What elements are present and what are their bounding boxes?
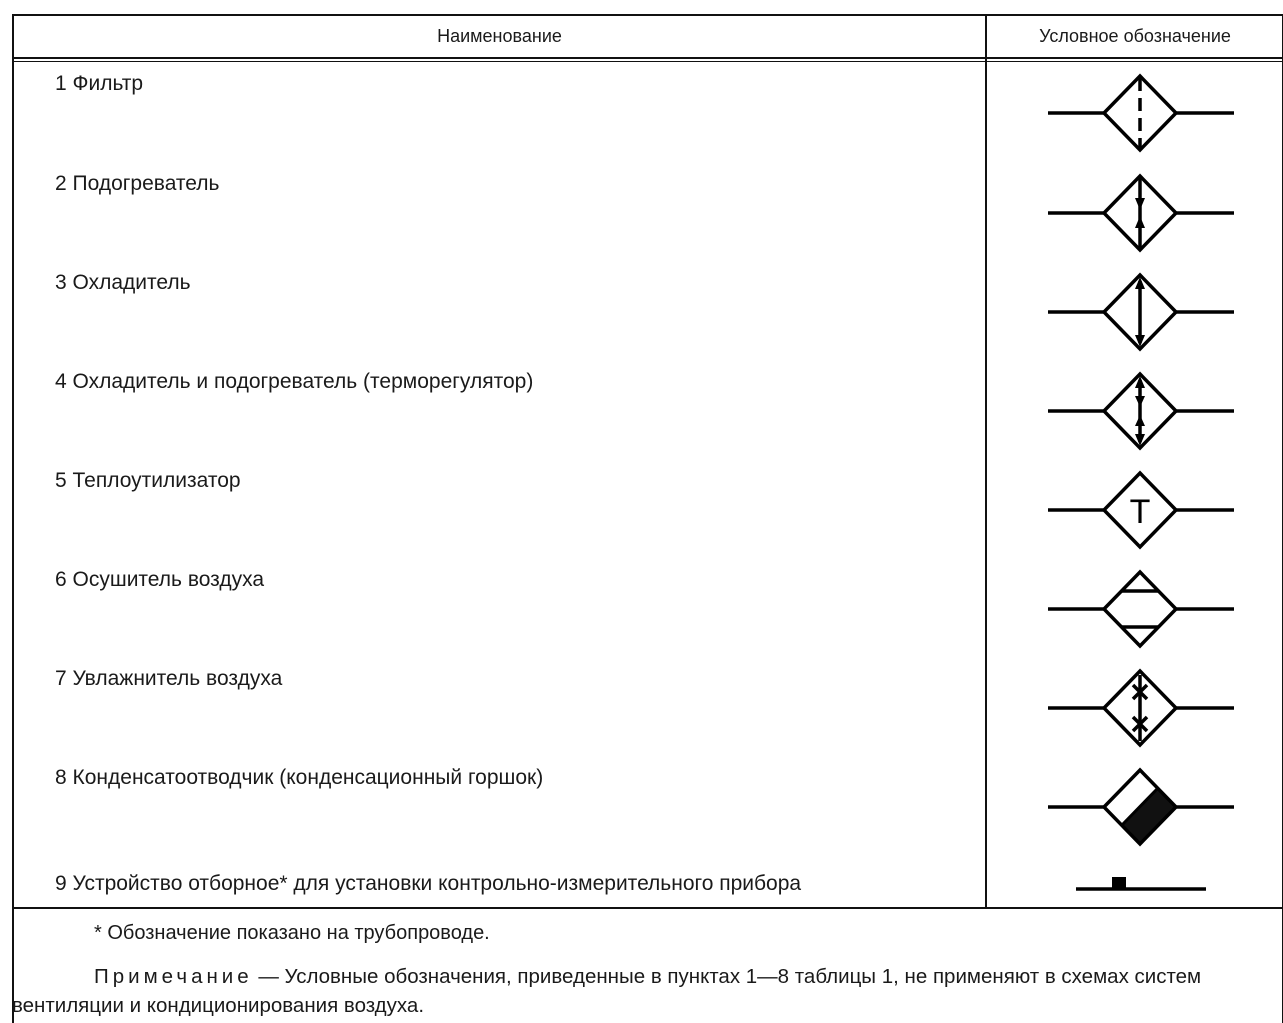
row-label-dehumidifier: 6 Осушитель воздуха [55,568,265,591]
cooler-symbol-icon [1048,272,1234,352]
dehumidifier-symbol-icon [1048,569,1234,649]
header-divider-double [12,61,1283,62]
row-label-heater: 2 Подогреватель [55,172,220,195]
heat-recovery-letter: T [1130,493,1151,531]
heater-symbol-icon [1048,173,1234,253]
column-divider [985,14,987,908]
cooler-heater-symbol-icon [1048,371,1234,451]
row-label-filter: 1 Фильтр [55,72,144,95]
row-label-cooler-heater: 4 Охладитель и подогреватель (терморегул… [55,370,534,393]
filter-symbol-icon [1048,73,1234,153]
sampling-device-symbol-icon [1076,877,1206,891]
note-prefix: Примечание [94,965,253,988]
heat-recovery-symbol-icon: T [1048,470,1234,550]
header-divider [12,57,1283,59]
row-label-humidifier: 7 Увлажнитель воздуха [55,667,283,690]
footnote: * Обозначение показано на трубопроводе. [94,922,490,944]
header-name: Наименование [437,26,562,46]
row-label-sampling-device: 9 Устройство отборное* для установки кон… [55,872,802,895]
footer-divider [12,907,1283,909]
row-label-cooler: 3 Охладитель [55,271,191,294]
header-symbol: Условное обозначение [1039,26,1231,46]
row-label-heat-recovery: 5 Теплоутилизатор [55,469,241,492]
row-label-steam-trap: 8 Конденсатоотводчик (конденсационный го… [55,766,544,789]
steam-trap-symbol-icon [1048,767,1234,847]
note-paragraph: Примечание — Условные обозначения, приве… [12,962,1277,1020]
symbols-table [12,14,1283,1023]
humidifier-symbol-icon [1048,668,1234,748]
note-text: — Условные обозначения, приведенные в пу… [12,965,1202,1017]
